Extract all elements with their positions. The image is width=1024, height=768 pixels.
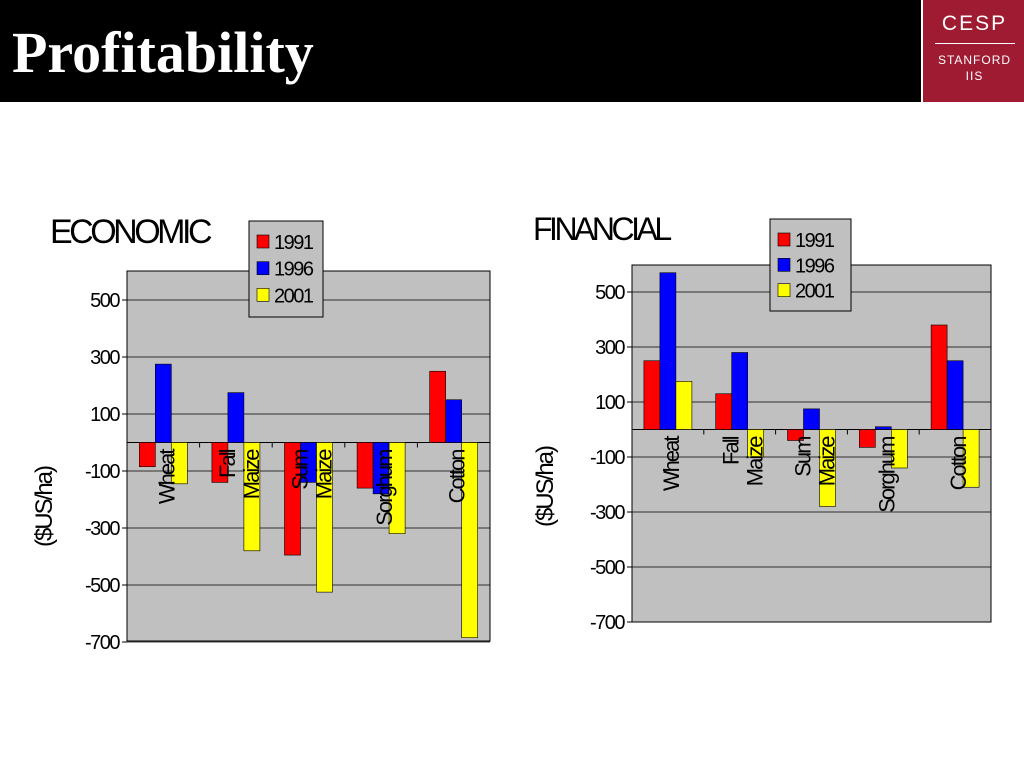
economic-ytick-label: -500	[85, 575, 120, 597]
economic-category-label-wheat: Wheat	[154, 449, 179, 504]
financial-ytick-label: -700	[590, 612, 625, 634]
financial-ytick-label: -500	[590, 557, 625, 579]
financial-category-label-line: Fall	[719, 436, 744, 465]
economic-legend-label-1996: 1996	[274, 259, 314, 281]
economic-category-label-line: Sorghum	[372, 450, 397, 526]
economic-category-label-sorghum: Sorghum	[372, 450, 397, 526]
financial-category-label-line: Maize	[815, 436, 840, 486]
financial-category-label-cotton: Cotton	[946, 437, 971, 491]
financial-bar-sum-maize-1996	[803, 408, 820, 430]
financial-bar-fall-maize-1996	[731, 352, 749, 430]
economic-legend-swatch-2001	[256, 288, 270, 302]
economic-category-label-line: Fall	[215, 449, 240, 478]
financial-category-label-fall-maize: Fall Maize	[719, 436, 768, 486]
logo-sub-text-1: STANFORD	[937, 53, 1012, 67]
financial-category-label-wheat: Wheat	[659, 436, 684, 491]
logo-main-text: CESP	[941, 12, 1008, 35]
economic-bar-fall-maize-2001	[243, 442, 261, 552]
financial-bar-fall-maize-2001	[747, 429, 765, 458]
economic-bar-cotton-1996	[445, 399, 463, 443]
financial-bar-fall-maize-1991	[715, 393, 733, 430]
logo-divider	[934, 43, 1015, 44]
economic-ytick-label: -300	[85, 518, 120, 540]
financial-legend-label-2001: 2001	[795, 281, 835, 303]
economic-legend-swatch-1996	[256, 261, 270, 275]
financial-chart-title: FINANCIAL	[533, 211, 671, 247]
economic-category-label-fall-maize: Fall Maize	[215, 449, 264, 499]
economic-chart-title: ECONOMIC	[50, 213, 212, 251]
economic-bar-wheat-2001	[171, 442, 188, 485]
economic-category-label-line: Sum	[288, 450, 313, 490]
economic-legend-label-1991: 1991	[274, 232, 314, 254]
logo-sub-text-2: IIS	[965, 69, 984, 83]
economic-ytick-label: -100	[85, 461, 120, 483]
economic-category-label-line: Maize	[312, 449, 337, 499]
financial-legend-swatch-2001	[777, 283, 791, 297]
financial-bar-sum-maize-1991	[787, 429, 804, 441]
financial-category-label-sorghum: Sorghum	[874, 437, 899, 513]
financial-category-label-line: Cotton	[946, 437, 971, 491]
page-title: Profitability	[12, 20, 314, 85]
economic-bar-fall-maize-1996	[227, 392, 245, 443]
financial-legend-swatch-1991	[777, 232, 791, 247]
financial-bar-sorghum-1996	[874, 426, 892, 430]
financial-legend-label-1996: 1996	[795, 255, 835, 277]
financial-category-label-line: Maize	[743, 436, 768, 486]
economic-y-axis-label: ($US/ha)	[31, 466, 58, 547]
economic-legend-label-2001: 2001	[274, 285, 314, 307]
financial-bar-cotton-1991	[930, 324, 948, 430]
financial-bar-wheat-1991	[643, 360, 661, 430]
economic-bar-wheat-1996	[155, 363, 172, 443]
financial-bar-sorghum-2001	[890, 429, 908, 469]
economic-bar-sum-maize-2001	[316, 442, 333, 593]
economic-bar-wheat-1991	[139, 442, 156, 468]
economic-category-label-line: Cotton	[445, 450, 470, 504]
economic-bar-cotton-2001	[461, 442, 479, 639]
financial-category-label-line: Sum	[791, 437, 816, 477]
economic-bar-fall-maize-1991	[211, 442, 229, 483]
economic-bar-sum-maize-1991	[284, 442, 301, 556]
title-bar: Profitability CESP STANFORD IIS	[0, 0, 1024, 102]
economic-ytick-label: 500	[90, 290, 120, 312]
financial-ytick-label: -300	[590, 502, 625, 524]
financial-bar-cotton-2001	[962, 429, 980, 488]
financial-ytick-label: 500	[595, 282, 625, 304]
financial-ytick-label: 100	[595, 392, 625, 414]
economic-ytick-label: 300	[90, 347, 120, 369]
economic-ytick-label: -700	[85, 632, 120, 654]
economic-category-label-line: Wheat	[154, 449, 179, 504]
financial-bar-sum-maize-2001	[819, 429, 836, 507]
economic-category-label-sum-maize: Sum Maize	[288, 449, 337, 499]
economic-bar-sorghum-2001	[388, 442, 406, 534]
economic-legend-swatch-1991	[256, 234, 270, 249]
financial-plot-area	[631, 264, 992, 623]
economic-ytick-label: 100	[90, 404, 120, 426]
financial-category-label-line: Wheat	[659, 436, 684, 491]
financial-category-label-line: Sorghum	[874, 437, 899, 513]
financial-bar-wheat-1996	[659, 272, 677, 430]
financial-bar-sorghum-1991	[858, 429, 876, 448]
economic-category-label-cotton: Cotton	[445, 450, 470, 504]
financial-ytick-label: -100	[590, 447, 625, 469]
financial-ytick-label: 300	[595, 337, 625, 359]
financial-legend-swatch-1996	[777, 258, 791, 272]
financial-bar-cotton-1996	[946, 360, 964, 430]
financial-legend-label-1991: 1991	[795, 230, 835, 252]
cesp-logo: CESP STANFORD IIS	[921, 0, 1024, 102]
economic-category-label-line: Maize	[239, 449, 264, 499]
financial-category-label-sum-maize: Sum Maize	[791, 436, 840, 486]
financial-bar-wheat-2001	[675, 381, 693, 430]
financial-y-axis-label: ($US/ha)	[532, 446, 559, 527]
